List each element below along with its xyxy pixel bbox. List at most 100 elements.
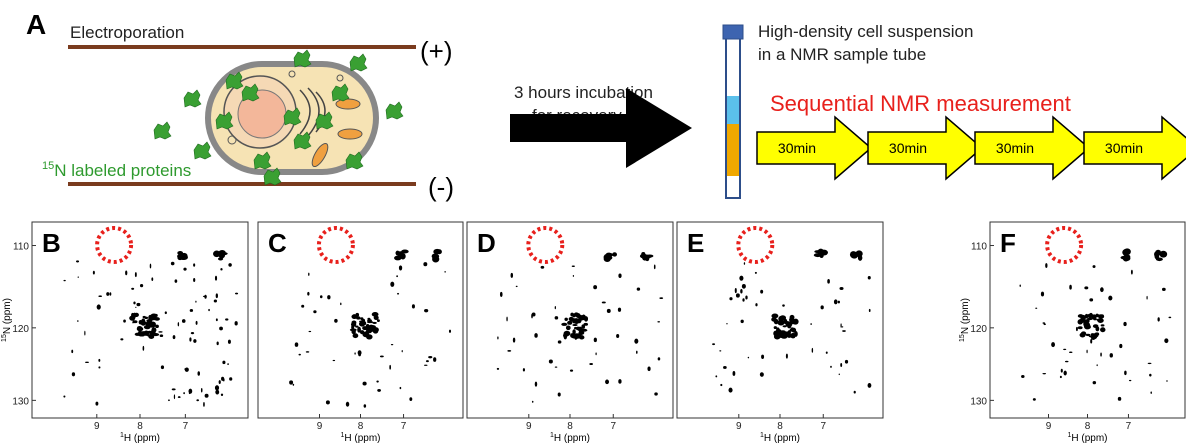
- protein: [349, 53, 368, 72]
- peak: [218, 252, 226, 259]
- peak: [573, 318, 580, 324]
- peak: [657, 321, 661, 323]
- peak: [397, 292, 400, 295]
- y-tick-label: 120: [970, 324, 987, 335]
- peak: [605, 379, 610, 385]
- peak: [641, 251, 646, 256]
- peak: [571, 333, 577, 339]
- peak: [96, 304, 101, 310]
- peak: [867, 382, 872, 388]
- peak: [636, 287, 641, 291]
- peak: [761, 354, 765, 360]
- peak: [234, 292, 239, 295]
- peak: [181, 319, 186, 323]
- peak: [1051, 342, 1055, 348]
- peak: [1086, 317, 1093, 321]
- x-tick-label: 9: [526, 421, 532, 432]
- peak: [589, 363, 594, 366]
- y-axis-label: 15N (ppm): [1, 298, 13, 342]
- spectrum-frame: [31, 221, 249, 419]
- peak: [134, 332, 141, 336]
- panel-label: D: [477, 228, 496, 258]
- peak: [368, 324, 375, 331]
- peak: [593, 337, 597, 343]
- peak: [85, 361, 89, 363]
- peak: [1119, 343, 1123, 349]
- peak: [1035, 307, 1038, 309]
- peak: [515, 285, 518, 288]
- nmr-tube: [722, 24, 744, 199]
- peak: [1086, 349, 1088, 354]
- peak: [601, 301, 606, 304]
- peak: [1100, 327, 1106, 333]
- peak: [106, 292, 110, 296]
- peak: [366, 334, 373, 340]
- peak: [531, 400, 534, 403]
- peak: [98, 366, 101, 369]
- peak: [1124, 370, 1127, 376]
- peak: [136, 302, 141, 307]
- protein: [183, 89, 202, 108]
- axis-text: N (ppm): [960, 298, 971, 334]
- peak: [499, 291, 503, 297]
- axis-text: H (ppm): [1071, 433, 1107, 443]
- step-label: 30min: [889, 140, 927, 156]
- peak: [158, 331, 163, 333]
- protein: [153, 121, 172, 140]
- peak: [534, 333, 538, 338]
- peak: [1100, 287, 1104, 293]
- peak: [183, 267, 187, 271]
- peak: [773, 333, 781, 340]
- peak: [837, 300, 840, 304]
- y-axis-label: 15N (ppm): [959, 298, 971, 342]
- peak: [366, 321, 374, 324]
- protein-label: 15N labeled proteins: [42, 160, 191, 180]
- peak: [820, 249, 828, 256]
- peak: [728, 387, 733, 393]
- peak: [1084, 313, 1089, 319]
- peak: [352, 333, 359, 339]
- peak: [76, 260, 80, 263]
- peak: [1096, 364, 1098, 367]
- peak: [853, 390, 856, 394]
- peak: [868, 308, 871, 313]
- peak: [719, 350, 722, 352]
- peak: [401, 349, 403, 353]
- peak: [540, 265, 545, 269]
- peak: [645, 254, 650, 262]
- peak: [399, 386, 402, 390]
- peak: [636, 350, 638, 354]
- peak: [170, 261, 175, 266]
- peak: [497, 336, 499, 340]
- highlight-circle: [1045, 226, 1084, 264]
- peak: [234, 321, 238, 326]
- superscript: 1: [550, 432, 554, 439]
- peak: [833, 299, 838, 305]
- peak: [760, 289, 764, 294]
- x-tick-label: 9: [736, 421, 742, 432]
- peak: [841, 326, 844, 328]
- peak: [120, 338, 124, 341]
- peak: [840, 363, 843, 367]
- peak: [657, 357, 661, 361]
- peak: [522, 368, 525, 372]
- peak: [433, 250, 440, 255]
- peak: [189, 309, 194, 312]
- peak: [723, 366, 727, 369]
- peak: [581, 324, 586, 329]
- peak: [147, 330, 152, 334]
- peak: [63, 279, 66, 282]
- peak: [1159, 250, 1168, 258]
- peak: [1149, 373, 1152, 377]
- peak: [390, 343, 394, 346]
- peak: [729, 297, 733, 301]
- peak: [1090, 333, 1095, 336]
- peak: [576, 326, 581, 331]
- protein: [293, 49, 312, 68]
- peak: [561, 322, 568, 326]
- peak: [373, 315, 379, 320]
- peak: [1090, 338, 1093, 344]
- panel-label: E: [687, 228, 704, 258]
- peak: [345, 401, 350, 407]
- peak: [325, 400, 330, 405]
